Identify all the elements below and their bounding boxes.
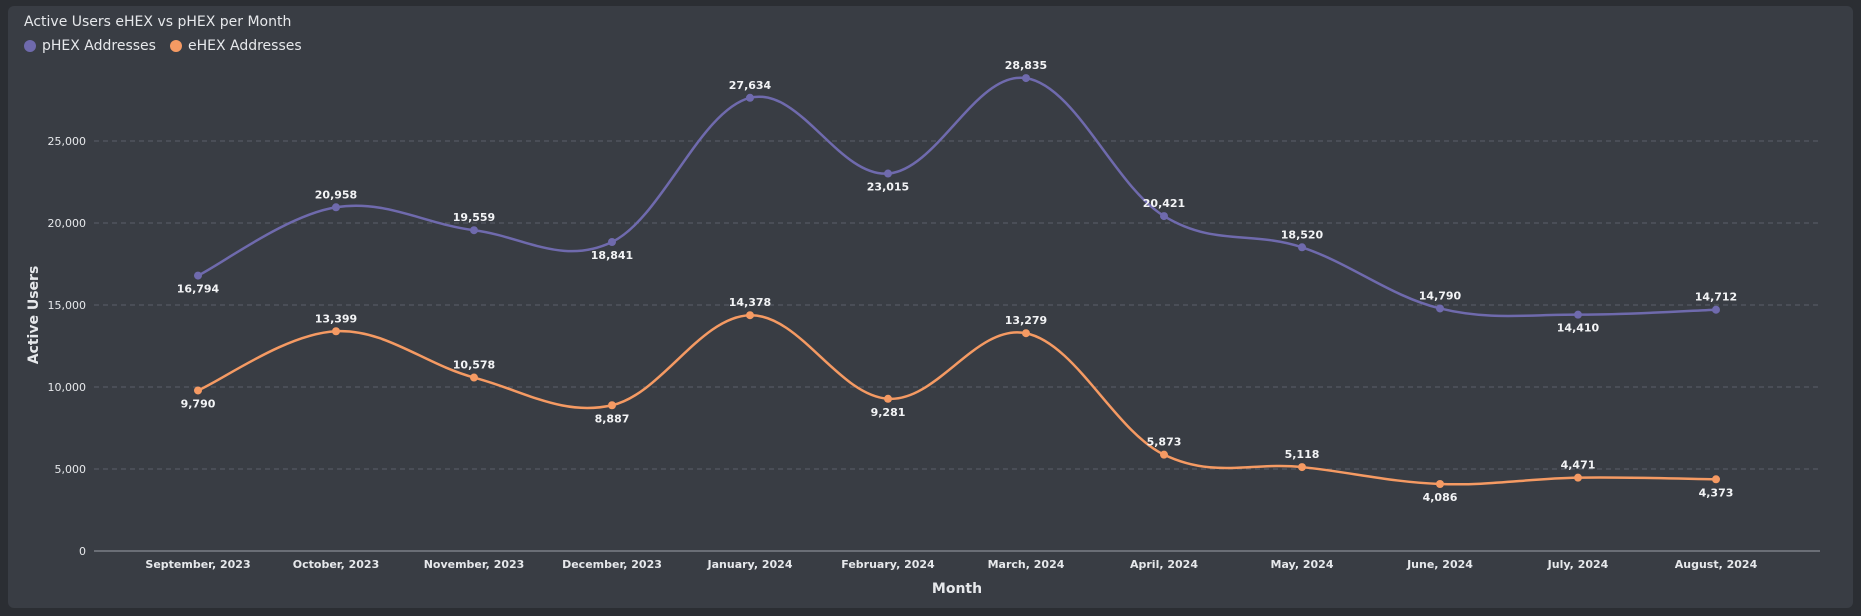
data-label: 20,421	[1143, 197, 1185, 210]
data-label: 28,835	[1005, 59, 1047, 72]
x-tick-label: October, 2023	[293, 558, 379, 571]
data-label: 19,559	[453, 211, 495, 224]
x-tick-label: August, 2024	[1675, 558, 1758, 571]
data-point	[470, 226, 478, 235]
y-tick-label: 5,000	[55, 463, 87, 476]
data-point	[1160, 212, 1168, 221]
data-label: 14,790	[1419, 289, 1462, 302]
data-point	[1436, 479, 1444, 488]
y-tick-label: 0	[79, 545, 86, 558]
data-label: 27,634	[729, 79, 772, 92]
data-label: 14,378	[729, 296, 771, 309]
data-label: 9,790	[181, 397, 216, 410]
data-point	[470, 373, 478, 382]
data-point	[1298, 463, 1306, 472]
data-point	[1712, 475, 1720, 484]
data-label: 4,373	[1699, 486, 1734, 499]
legend-swatch-ehex	[169, 40, 182, 52]
data-point	[746, 93, 754, 102]
data-label: 10,578	[453, 359, 495, 372]
series-line-phex	[197, 76, 1717, 318]
data-point	[1712, 305, 1720, 314]
data-point	[194, 386, 202, 395]
series-line-ehex	[197, 313, 1717, 486]
x-axis-title: Month	[932, 581, 982, 597]
x-tick-label: November, 2023	[424, 558, 525, 571]
data-label: 8,887	[595, 412, 630, 425]
x-tick-label: December, 2023	[562, 558, 662, 571]
legend-label-phex: pHEX Addresses	[42, 38, 156, 54]
data-point	[1298, 243, 1306, 252]
chart-panel: Active Users eHEX vs pHEX per Month pHEX…	[8, 6, 1853, 608]
legend-swatch-phex	[24, 40, 36, 52]
data-label: 13,399	[315, 312, 357, 325]
legend-item-phex[interactable]: pHEX Addresses	[24, 38, 156, 54]
data-point	[1574, 473, 1582, 482]
y-tick-label: 15,000	[48, 299, 87, 312]
data-label: 4,086	[1423, 491, 1458, 504]
data-point	[608, 238, 616, 247]
data-label: 4,471	[1561, 459, 1596, 472]
data-point	[746, 311, 754, 320]
data-label: 23,015	[867, 181, 909, 194]
data-label: 14,712	[1695, 291, 1737, 304]
x-tick-label: May, 2024	[1271, 558, 1334, 571]
data-point	[884, 394, 892, 403]
data-point	[1160, 450, 1168, 459]
data-point	[884, 169, 892, 178]
x-tick-label: September, 2023	[145, 558, 250, 571]
data-point	[1022, 329, 1030, 338]
data-label: 18,520	[1281, 228, 1324, 241]
legend-label-ehex: eHEX Addresses	[187, 38, 302, 54]
x-tick-label: April, 2024	[1130, 558, 1198, 571]
data-point	[1022, 74, 1030, 83]
x-tick-label: June, 2024	[1406, 558, 1473, 571]
y-tick-label: 25,000	[48, 135, 87, 148]
data-label: 14,410	[1557, 322, 1600, 335]
data-label: 13,279	[1005, 314, 1047, 327]
data-label: 18,841	[591, 249, 633, 262]
y-tick-label: 10,000	[48, 381, 87, 394]
data-point	[1574, 310, 1582, 319]
x-tick-label: March, 2024	[988, 558, 1065, 571]
y-axis-title: Active Users	[26, 266, 42, 365]
data-label: 20,958	[315, 188, 357, 201]
data-label: 5,873	[1147, 436, 1182, 449]
data-label: 9,281	[871, 406, 906, 419]
data-point	[332, 203, 340, 212]
legend-item-ehex[interactable]: eHEX Addresses	[169, 38, 302, 54]
data-point	[332, 327, 340, 336]
data-point	[194, 271, 202, 280]
x-tick-label: February, 2024	[841, 558, 935, 571]
data-point	[1436, 304, 1444, 313]
x-tick-label: January, 2024	[707, 558, 793, 571]
y-tick-label: 20,000	[48, 217, 87, 230]
chart-title: Active Users eHEX vs pHEX per Month	[24, 14, 292, 30]
x-tick-label: July, 2024	[1547, 558, 1609, 571]
data-label: 5,118	[1285, 448, 1320, 461]
legend: pHEX Addresses eHEX Addresses	[24, 38, 302, 54]
data-label: 16,794	[177, 283, 220, 296]
data-point	[608, 401, 616, 410]
